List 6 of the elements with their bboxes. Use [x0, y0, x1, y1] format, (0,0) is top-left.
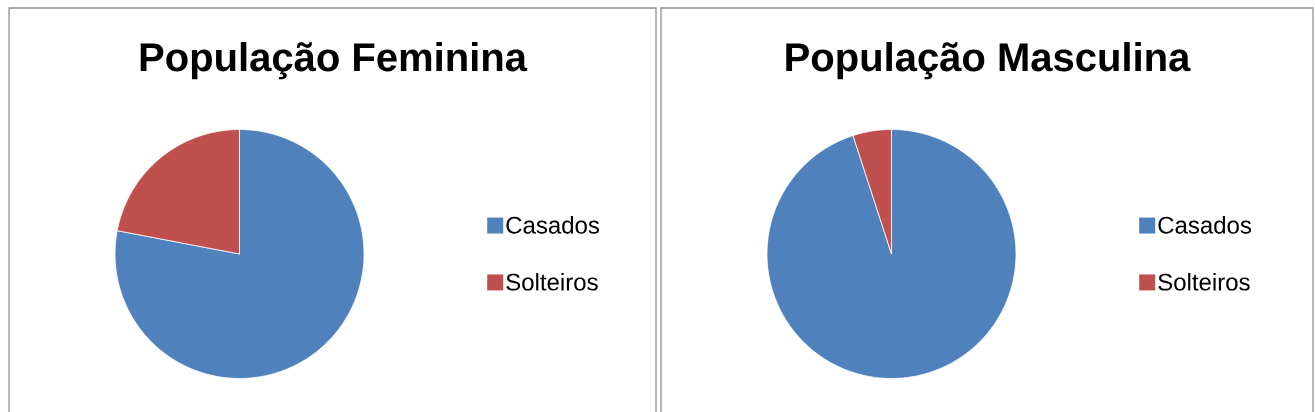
chart-title: População Masculina — [786, 42, 1191, 80]
chart-title: População Feminina — [140, 42, 528, 80]
legend-label: Solteiros — [1158, 272, 1250, 291]
legend-label: Casados — [506, 216, 600, 234]
legend-label: Solteiros — [506, 272, 598, 291]
legend-label: Casados — [1158, 216, 1252, 234]
